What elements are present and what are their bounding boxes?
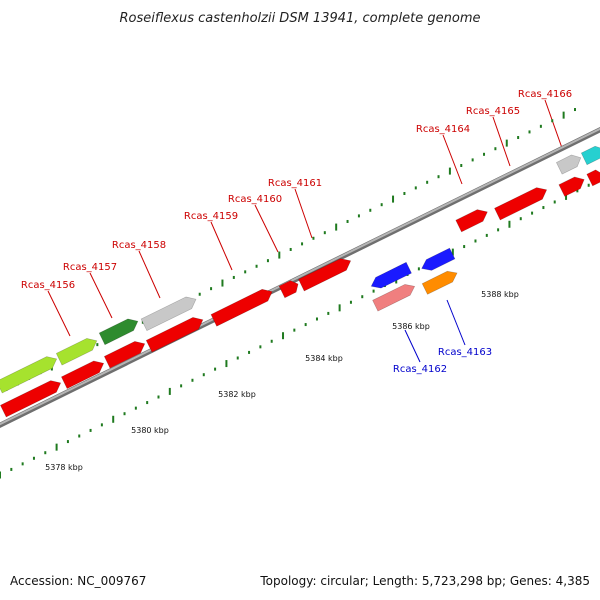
map-title: Roseiflexus castenholzii DSM 13941, comp…	[120, 11, 481, 26]
gene-block-cyan	[580, 145, 600, 166]
gene-labels: Rcas_4156 Rcas_4157 Rcas_4158 Rcas_4159 Rcas…	[21, 89, 572, 375]
gene-arrow-4164	[455, 209, 488, 233]
leader-line	[89, 272, 113, 319]
gene-label: Rcas_4164	[416, 124, 470, 135]
gene-arrow-4157b	[103, 341, 146, 369]
leader-line	[47, 290, 71, 337]
gene-block-gray-right	[555, 154, 582, 175]
leader-line	[404, 329, 421, 363]
gene-arrow-4157a	[60, 360, 105, 390]
gene-label: Rcas_4161	[268, 178, 322, 189]
gene-label: Rcas_4163	[438, 347, 492, 358]
accession-text: Accession: NC_009767	[10, 574, 147, 588]
gene-arrow-4166	[558, 176, 585, 197]
leader-line	[544, 99, 563, 149]
gene-block-orange	[421, 270, 458, 295]
gene-block-lime-a	[0, 356, 58, 394]
gene-arrow-4156	[0, 380, 62, 418]
leader-line	[492, 116, 511, 167]
gene-block-lime-b	[55, 338, 98, 366]
scale-label: 5378 kbp	[45, 463, 83, 472]
leader-line	[210, 221, 233, 271]
gene-arrow-4158	[145, 317, 204, 353]
gene-block-pink	[372, 284, 416, 312]
gene-arrow-4163-rev	[421, 247, 456, 271]
scale-label: 5384 kbp	[305, 354, 343, 363]
gene-block-darkgreen	[98, 318, 139, 346]
leader-line	[254, 204, 279, 253]
scale-label: 5380 kbp	[131, 426, 169, 435]
gene-arrow-4161	[298, 258, 352, 292]
leader-lines	[47, 99, 563, 363]
scale-label: 5386 kbp	[392, 322, 430, 331]
gene-block-gray	[140, 296, 197, 332]
scale-label: 5382 kbp	[218, 390, 256, 399]
leader-line	[442, 134, 463, 185]
gene-label: Rcas_4158	[112, 240, 166, 251]
gene-arrow-edge	[586, 169, 600, 187]
scale-labels: 5378 kbp 5380 kbp 5382 kbp 5384 kbp 5386 kbp…	[45, 290, 519, 472]
gene-arrow-4159	[210, 288, 273, 327]
gene-label: Rcas_4157	[63, 262, 117, 273]
gene-label: Rcas_4165	[466, 106, 520, 117]
gene-arrow-4160	[278, 280, 299, 299]
leader-line	[138, 250, 161, 299]
topology-text: Topology: circular; Length: 5,723,298 bp…	[260, 574, 590, 588]
genome-backbone	[0, 127, 600, 428]
backbone-highlight	[0, 127, 600, 426]
gene-label: Rcas_4162	[393, 364, 447, 375]
leader-line	[446, 299, 466, 346]
gene-arrow-4165	[494, 187, 548, 221]
leader-line	[294, 188, 313, 239]
gene-features	[0, 145, 600, 418]
gene-label: Rcas_4159	[184, 211, 238, 222]
gene-label: Rcas_4166	[518, 89, 572, 100]
gene-label: Rcas_4160	[228, 194, 282, 205]
gene-arrow-4162-rev	[370, 261, 412, 289]
scale-label: 5388 kbp	[481, 290, 519, 299]
gene-label: Rcas_4156	[21, 280, 75, 291]
